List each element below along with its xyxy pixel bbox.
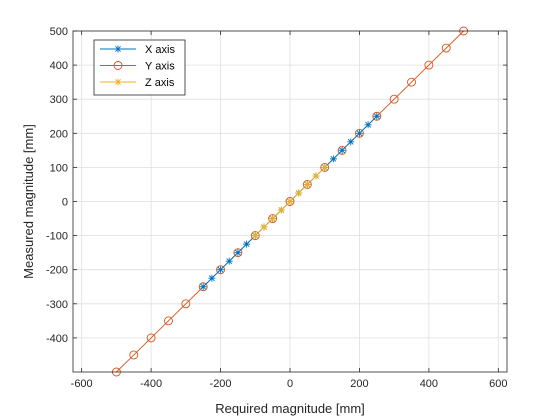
data-point-y-axis [354,128,364,138]
y-tick-label: 100 [50,162,68,174]
ticks: -600 -400 -200 0 200 400 600 -400 -300 -200 -100 0 1… [46,26,508,390]
y-tick-label: -100 [46,231,68,243]
series-layer [111,26,469,377]
data-point-y-axis [424,60,434,70]
legend-label-x-axis: X axis [145,44,175,56]
legend: X axis Y axis Z axis [93,39,186,96]
legend-entry-x-axis: X axis [100,44,175,56]
data-point-z-axis [295,189,303,197]
legend-items: X axis Y axis Z axis [100,44,175,89]
legend-marker-y-axis [113,61,123,70]
data-point-z-axis [269,215,277,223]
y-tick-label: 400 [50,60,68,72]
x-axis-label: Required magnitude [mm] [215,401,365,416]
legend-entry-z-axis: Z axis [100,77,175,89]
data-point-z-axis [312,172,320,180]
data-point-x-axis [225,257,233,265]
data-point-x-axis [199,283,207,291]
legend-marker-x-axis [114,45,122,53]
data-point-y-axis [198,282,208,292]
data-point-y-axis [389,94,399,104]
data-point-y-axis [407,77,416,87]
y-tick-label: -300 [46,299,68,311]
data-point-y-axis [181,299,191,309]
legend-label-z-axis: Z axis [145,77,175,89]
x-tick-label: -600 [71,378,93,390]
data-point-x-axis [234,249,242,257]
x-tick-label: 0 [287,378,293,390]
data-point-z-axis [321,163,329,171]
data-point-x-axis [373,112,381,120]
x-tick-label: 600 [489,378,507,390]
y-tick-label: 200 [50,128,68,140]
data-point-y-axis [164,316,173,326]
data-point-z-axis [260,223,268,231]
data-point-y-axis [233,248,243,258]
y-tick-label: 500 [50,26,68,38]
data-point-x-axis [355,129,363,137]
y-tick-label: 300 [50,94,68,106]
data-point-y-axis [302,179,312,189]
y-tick-label: 0 [62,197,68,209]
data-point-z-axis [303,180,311,188]
data-point-x-axis [208,274,216,282]
series-z-axis [251,163,329,240]
data-point-z-axis [286,198,294,205]
x-tick-label: -400 [140,378,162,390]
data-point-y-axis [372,111,382,121]
data-point-y-axis [146,333,156,343]
data-point-x-axis [338,146,346,154]
data-point-y-axis [250,231,260,241]
data-point-y-axis [337,145,347,155]
y-tick-label: -200 [46,265,68,277]
x-tick-label: 200 [350,378,368,390]
data-point-y-axis [268,214,278,224]
y-tick-label: -400 [46,333,68,345]
data-point-y-axis [129,350,139,360]
data-point-x-axis [347,138,355,146]
data-point-x-axis [364,121,372,129]
data-point-z-axis [251,232,259,240]
data-point-y-axis [285,197,295,206]
x-tick-label: 400 [420,378,438,390]
data-point-x-axis [217,266,225,274]
data-point-x-axis [243,240,251,248]
y-axis-label: Measured magnitude [mm] [21,124,36,279]
data-point-z-axis [277,206,285,214]
legend-label-y-axis: Y axis [145,61,175,73]
data-point-x-axis [329,155,337,163]
data-point-y-axis [216,265,226,275]
legend-marker-z-axis [114,78,122,86]
data-point-y-axis [320,162,330,172]
x-tick-label: -200 [210,378,232,390]
legend-entry-y-axis: Y axis [100,61,175,73]
data-point-y-axis [441,43,451,53]
